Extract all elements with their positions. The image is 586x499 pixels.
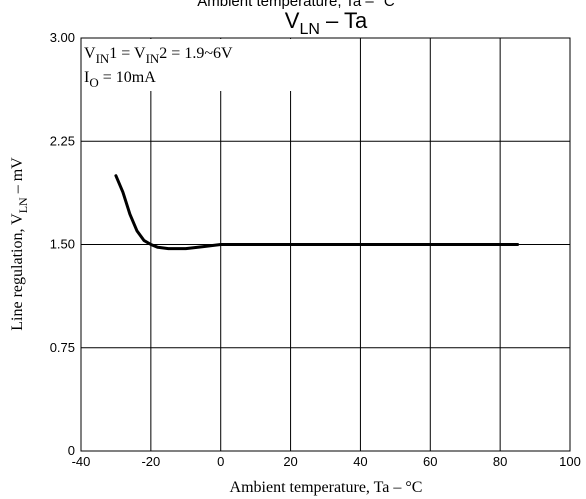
y-tick-label: 2.25	[50, 133, 75, 148]
x-tick-label: 60	[423, 454, 437, 469]
x-tick-label: 80	[493, 454, 507, 469]
chart-title: VLN – Ta	[285, 8, 368, 38]
x-tick-label: -20	[141, 454, 160, 469]
chart-title-main: V	[285, 8, 300, 33]
annotation-line: VIN1 = VIN2 = 1.9~6V	[84, 45, 233, 66]
annotation: VIN1 = VIN2 = 1.9~6V IO = 10mA	[82, 39, 320, 91]
y-axis-label: Line regulation, VLN – mV	[9, 157, 30, 331]
y-tick-labels: 0 0.75 1.50 2.25 3.00	[50, 30, 75, 458]
x-tick-label: 40	[353, 454, 367, 469]
x-tick-label: -40	[72, 454, 91, 469]
annotation-background	[82, 39, 320, 91]
y-tick-label: 3.00	[50, 30, 75, 45]
x-tick-labels: -40 -20 0 20 40 60 80 100	[72, 454, 581, 469]
y-axis-label-suffix: – mV	[9, 157, 26, 197]
annotation-line: IO = 10mA	[84, 69, 156, 90]
plot-frame	[80, 37, 571, 452]
y-tick-label: 0	[68, 443, 75, 458]
y-axis-label-prefix: Line regulation, V	[9, 213, 26, 331]
y-tick-label: 0.75	[50, 340, 75, 355]
chart-title-subscript: LN	[299, 21, 319, 38]
series-layer	[114, 174, 520, 251]
chart-subtitle-clipped: Ambient temperature, Ta – °C	[197, 0, 395, 10]
y-axis-label-subscript: LN	[16, 197, 30, 213]
chart-title-rest: – Ta	[320, 8, 368, 33]
y-tick-label: 1.50	[50, 237, 75, 252]
series-line	[114, 174, 520, 251]
x-tick-label: 20	[283, 454, 297, 469]
x-axis-label: Ambient temperature, Ta – °C	[230, 479, 423, 496]
x-tick-label: 100	[559, 454, 581, 469]
x-tick-label: 0	[217, 454, 224, 469]
